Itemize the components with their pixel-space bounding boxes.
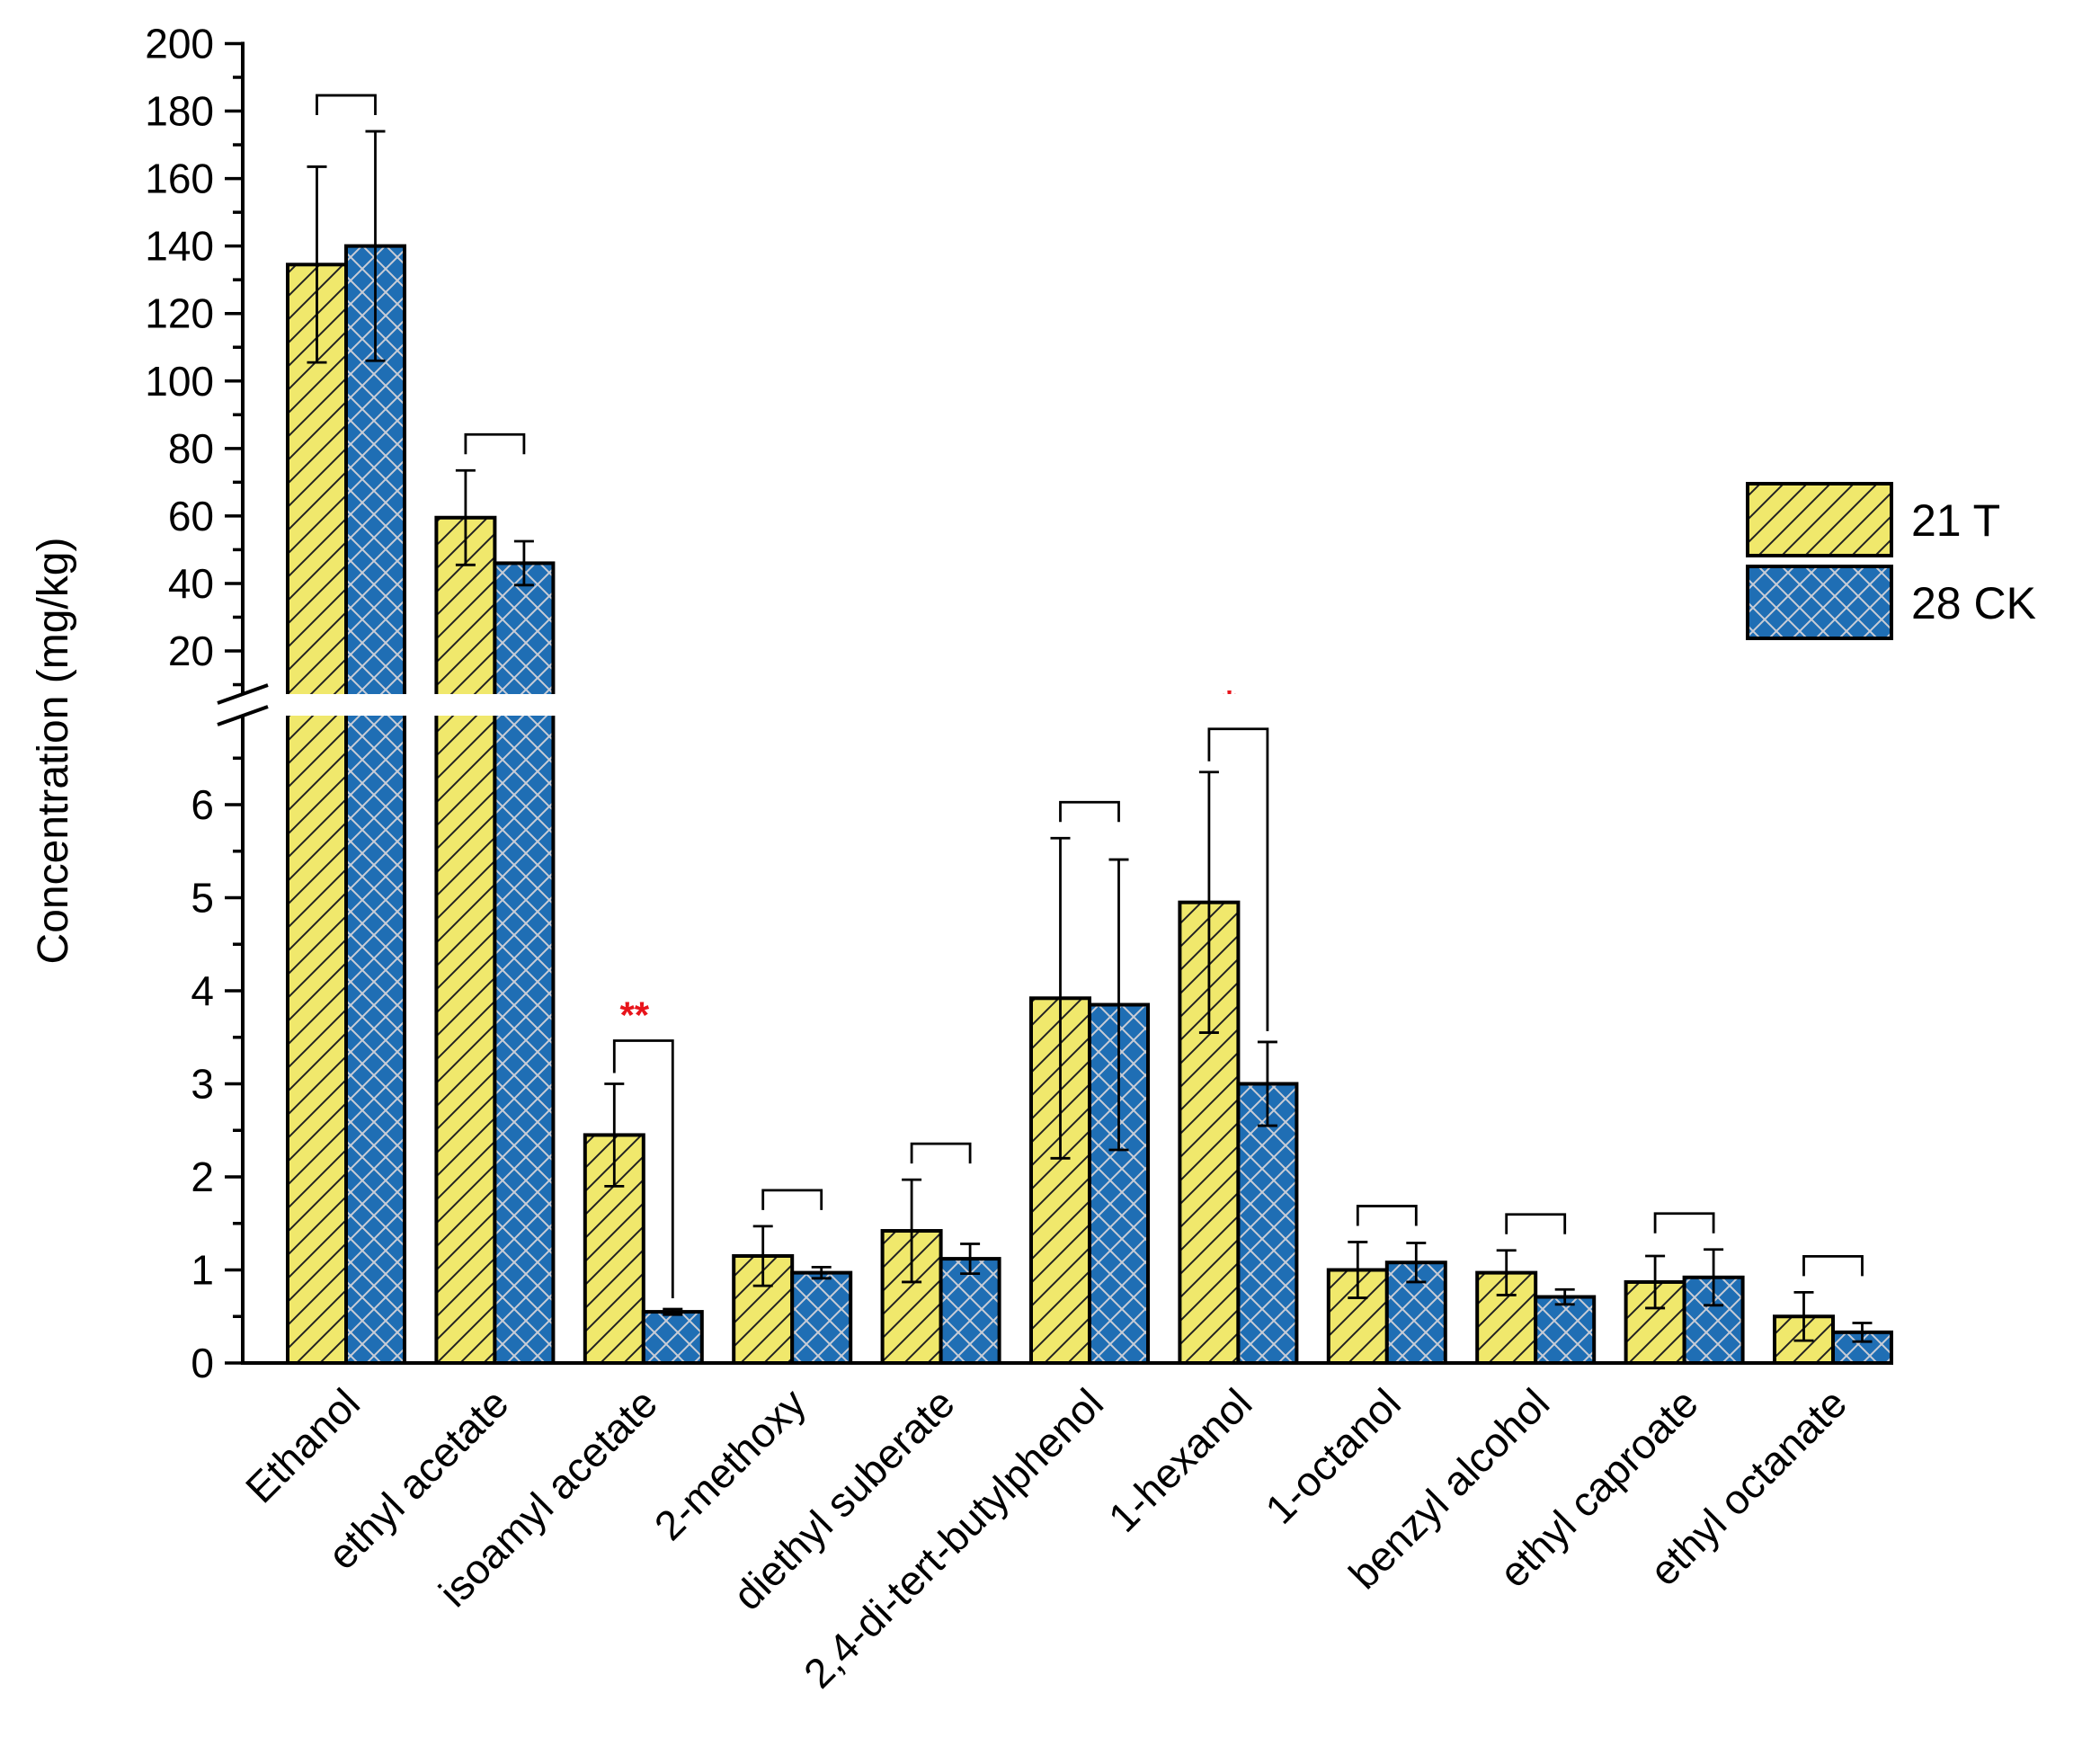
- significance-bracket: [761, 1189, 823, 1210]
- bar-series2: [790, 1270, 853, 1365]
- y-tick-label: 3: [191, 1061, 214, 1108]
- y-tick-label: 80: [168, 425, 214, 472]
- significance-bracket: [1653, 1212, 1715, 1234]
- y-tick-label: 2: [191, 1154, 214, 1200]
- axis-break-gap: [219, 694, 1872, 716]
- legend-label: 28 CK: [1911, 578, 2036, 628]
- axis-break-mark: [217, 683, 269, 705]
- significance-bracket: [1207, 727, 1269, 1031]
- significance-bracket: [910, 1142, 972, 1164]
- significance-bracket: [1356, 1205, 1418, 1226]
- y-tick-label: 6: [191, 781, 214, 828]
- significance-bracket: [1505, 1213, 1567, 1234]
- legend-item-series1: 21 T: [1746, 482, 2000, 557]
- y-tick-label: 20: [168, 628, 214, 674]
- y-tick-label: 120: [145, 290, 214, 337]
- legend-item-series2: 28 CK: [1746, 565, 2036, 640]
- category-label: Ethanol: [236, 1379, 369, 1511]
- y-tick-label: 160: [145, 156, 214, 202]
- legend-label: 21 T: [1911, 495, 2000, 546]
- category-label: 2,4-di-tert-butylphenol: [795, 1379, 1112, 1697]
- legend-swatch: [1746, 482, 1893, 557]
- y-tick-label: 100: [145, 358, 214, 405]
- bar-series2: [939, 1257, 1001, 1365]
- y-tick-label: 40: [168, 560, 214, 607]
- bar-series2: [344, 244, 406, 1365]
- y-tick-label: 180: [145, 88, 214, 135]
- y-axis-title: Concentration (mg/kg): [30, 538, 77, 965]
- bar-series2: [493, 561, 556, 1365]
- significance-mark: **: [619, 994, 649, 1037]
- bar-series1: [434, 515, 497, 1365]
- legend-swatch: [1746, 565, 1893, 640]
- category-label: 1-octanol: [1256, 1379, 1410, 1533]
- y-tick-label: 1: [191, 1247, 214, 1294]
- significance-bracket: [464, 432, 526, 455]
- axis-break-mark: [217, 705, 269, 726]
- significance-bracket: [1059, 800, 1120, 823]
- y-tick-label: 200: [145, 20, 214, 67]
- bar-series2: [1534, 1295, 1597, 1366]
- y-tick-label: 140: [145, 223, 214, 270]
- y-tick-label: 60: [168, 493, 214, 539]
- y-tick-label: 5: [191, 875, 214, 922]
- category-label: 1-hexanol: [1099, 1379, 1261, 1541]
- bar-series2: [641, 1310, 704, 1365]
- significance-bracket: [316, 94, 377, 116]
- significance-bracket: [1802, 1254, 1864, 1277]
- y-tick-label: 0: [191, 1340, 214, 1386]
- significance-bracket: [612, 1039, 674, 1298]
- y-tick-label: 4: [191, 967, 214, 1014]
- bar-series1: [286, 263, 348, 1365]
